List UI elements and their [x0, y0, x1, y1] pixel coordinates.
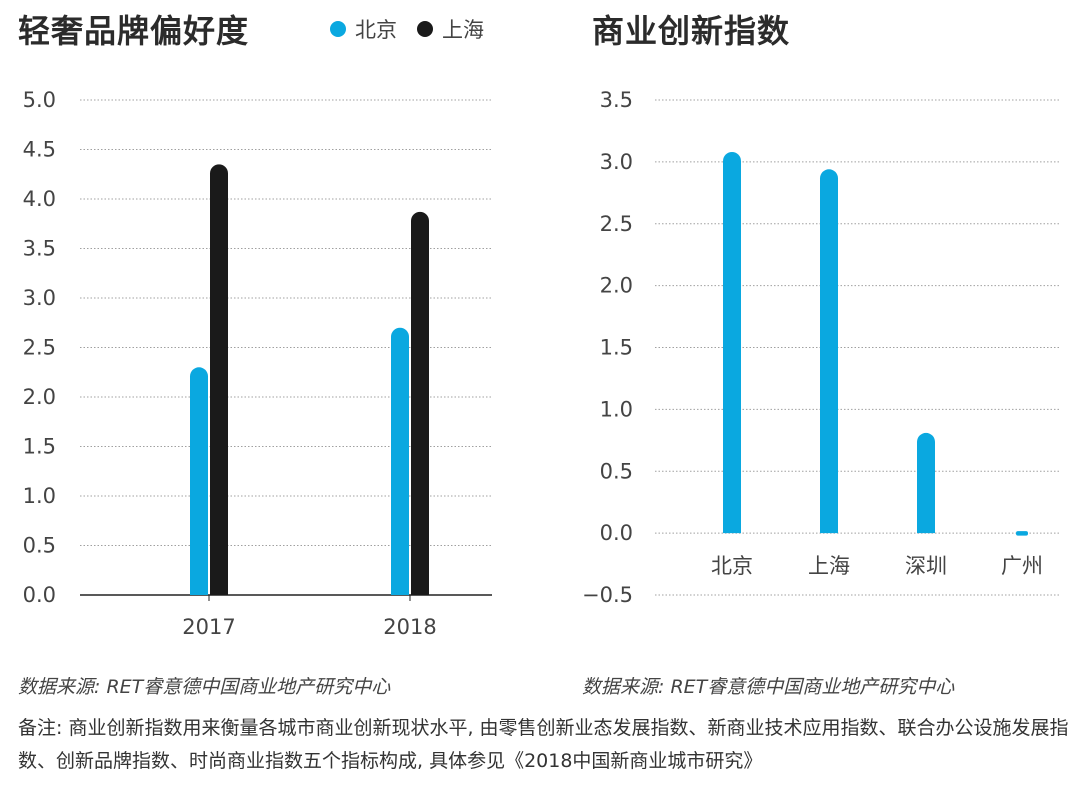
left-y-tick-label: 1.0	[23, 484, 56, 508]
right-y-tick-label: 1.5	[600, 336, 633, 360]
right-y-tick-label: −0.5	[582, 583, 633, 607]
left-y-tick-label: 3.0	[23, 286, 56, 310]
source-left: 数据来源: RET睿意德中国商业地产研究中心	[18, 676, 391, 698]
legend: 北京 上海	[330, 14, 504, 44]
left-y-tick-label: 3.5	[23, 237, 56, 261]
left-y-tick-label: 2.5	[23, 336, 56, 360]
left-bar-beijing-2018	[391, 327, 409, 595]
left-bar-shanghai-2018	[411, 211, 429, 595]
legend-swatch-beijing	[330, 21, 346, 37]
right-x-tick-label: 上海	[808, 554, 850, 578]
legend-swatch-shanghai	[417, 21, 433, 37]
right-y-tick-label: 0.5	[600, 459, 633, 483]
left-bar-shanghai-2017	[210, 164, 228, 595]
left-y-tick-label: 0.5	[23, 534, 56, 558]
right-x-tick-label: 北京	[711, 554, 753, 578]
legend-item-beijing: 北京	[330, 14, 397, 44]
left-y-tick-label: 0.0	[23, 583, 56, 607]
right-bar-2	[917, 432, 935, 534]
right-y-tick-label: 3.5	[600, 88, 633, 112]
right-bar-0	[723, 151, 741, 534]
charts-canvas: 0.0 0.5 1.0 1.5 2.0 2.5 3.0 3.5 4.0 4.5 5.0 2017 201…	[23, 88, 1060, 639]
left-bar-beijing-2017	[190, 367, 208, 595]
right-y-tick-label: 2.0	[600, 274, 633, 298]
left-x-tick-label: 2017	[182, 615, 235, 639]
right-y-tick-label: 0.0	[600, 521, 633, 545]
legend-label-beijing: 北京	[355, 18, 397, 42]
right-y-tick-label: 3.0	[600, 150, 633, 174]
right-y-tick-label: 1.0	[600, 397, 633, 421]
left-y-tick-label: 5.0	[23, 88, 56, 112]
right-bar-3	[1016, 531, 1028, 536]
source-right: 数据来源: RET睿意德中国商业地产研究中心	[582, 676, 955, 698]
left-y-tick-label: 1.5	[23, 435, 56, 459]
left-y-tick-label: 2.0	[23, 385, 56, 409]
left-y-tick-label: 4.5	[23, 138, 56, 162]
right-y-tick-label: 2.5	[600, 212, 633, 236]
left-x-tick-label: 2018	[383, 615, 436, 639]
footnote: 备注: 商业创新指数用来衡量各城市商业创新现状水平, 由零售创新业态发展指数、新…	[18, 717, 1069, 772]
left-y-tick-label: 4.0	[23, 187, 56, 211]
right-chart-title: 商业创新指数	[592, 12, 791, 50]
right-x-tick-label: 深圳	[905, 554, 947, 578]
left-chart-title: 轻奢品牌偏好度	[18, 12, 250, 50]
legend-label-shanghai: 上海	[442, 18, 484, 42]
legend-item-shanghai: 上海	[417, 14, 484, 44]
right-x-tick-label: 广州	[1001, 554, 1043, 578]
right-bar-1	[820, 169, 838, 534]
